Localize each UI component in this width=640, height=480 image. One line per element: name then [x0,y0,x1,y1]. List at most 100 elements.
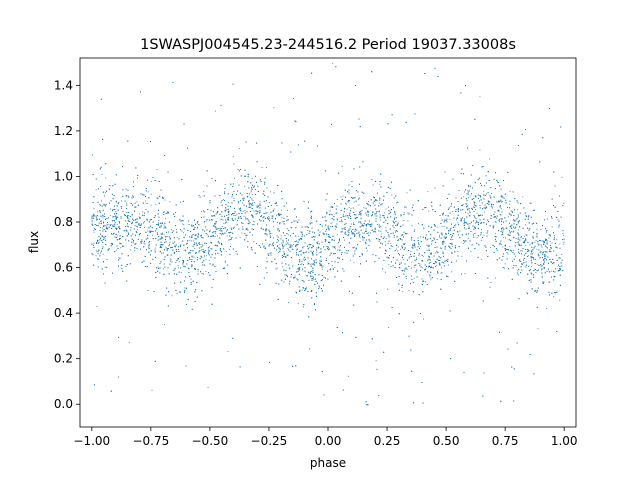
data-point [325,230,327,232]
data-point [397,246,399,248]
data-point [483,194,485,196]
data-point [437,226,439,228]
data-point [472,244,474,246]
data-point [355,247,357,249]
data-point [491,207,493,209]
data-point [467,189,469,191]
data-point [201,243,203,245]
data-point [372,211,374,213]
data-point [194,247,196,249]
data-point [341,165,343,167]
data-point [207,386,209,388]
data-point [200,211,202,213]
data-point [476,237,478,239]
data-point [91,222,93,224]
data-point [104,240,106,242]
data-point [379,219,381,221]
data-point [307,230,309,232]
data-point [379,183,381,185]
data-point [395,202,397,204]
data-point [367,212,369,214]
data-point [428,210,430,212]
data-point [350,223,352,225]
data-point [470,250,472,252]
data-point [344,252,346,254]
data-point [114,221,116,223]
data-point [422,256,424,258]
data-point [329,236,330,238]
data-point [182,260,183,261]
data-point [335,212,337,214]
data-point [250,206,252,208]
data-point [345,223,347,224]
data-point [245,237,247,239]
data-point [212,235,214,237]
data-point [299,267,301,269]
data-point [115,249,117,251]
data-point [126,216,128,218]
data-point [345,203,347,205]
data-point [495,233,497,235]
data-point [385,238,387,239]
data-point [286,228,288,230]
data-point [370,223,372,225]
data-point [528,228,530,230]
data-point [417,237,419,239]
data-point [495,277,496,279]
data-point [527,255,529,257]
data-point [540,266,542,268]
data-point [503,267,505,269]
data-point [309,222,311,224]
data-point [332,62,334,64]
data-point [530,260,532,262]
data-point [362,232,364,234]
data-point [504,263,506,265]
data-point [385,227,387,229]
data-point [226,209,228,211]
data-point [431,240,433,242]
data-point [370,225,372,227]
data-point [443,226,445,227]
data-point [479,96,481,98]
data-point [150,193,152,195]
data-point [563,202,565,204]
data-point [292,277,294,278]
data-point [279,230,280,231]
data-point [517,244,519,246]
data-point [302,253,304,254]
data-point [400,248,402,250]
data-point [491,193,493,194]
data-point [272,215,274,217]
data-point [388,210,390,212]
data-point [303,245,305,247]
data-point [214,110,216,112]
data-point [330,206,332,208]
data-point [359,236,361,238]
data-point [467,213,469,215]
data-point [441,272,443,274]
data-point [299,263,301,265]
data-point [219,227,221,229]
data-point [541,251,543,253]
data-point [317,241,319,242]
data-point [537,270,539,272]
data-point [435,252,437,254]
data-point [384,271,386,273]
data-point [278,251,280,253]
data-point [209,254,210,256]
data-point [257,212,258,214]
data-point [115,218,117,220]
data-point [95,255,97,257]
data-point [312,267,314,269]
data-point [96,305,98,307]
data-point [251,246,252,248]
data-point [490,247,492,249]
data-point [147,230,149,232]
data-point [448,229,450,231]
data-point [228,232,229,234]
data-point [346,208,348,210]
data-point [522,250,524,252]
data-point [413,277,415,279]
data-point [99,204,101,206]
